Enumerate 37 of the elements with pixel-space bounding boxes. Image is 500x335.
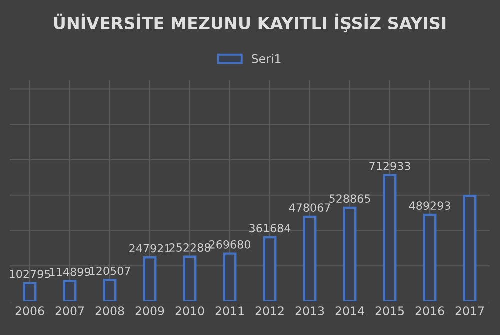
bar <box>463 194 477 302</box>
data-label: 712933 <box>370 162 410 170</box>
data-label: 247921 <box>130 244 170 253</box>
data-label: 114899 <box>50 268 90 276</box>
data-label: 478067 <box>289 204 330 212</box>
x-tick-label: 2011 <box>216 306 244 316</box>
data-label: 269680 <box>210 240 250 249</box>
data-label: 361684 <box>250 224 291 233</box>
data-label: 489293 <box>409 202 450 210</box>
chart-title: ÜNİVERSİTE MEZUNU KAYITLI İŞSİZ SAYISI <box>54 14 446 33</box>
bar <box>183 256 197 302</box>
x-tick-label: 2012 <box>256 306 284 316</box>
bar <box>63 280 77 302</box>
x-tick-label: 2006 <box>16 306 44 316</box>
bar <box>383 174 397 302</box>
x-tick-label: 2008 <box>96 306 124 316</box>
x-tick-label: 2016 <box>416 306 444 316</box>
legend-label: Seri1 <box>252 54 281 64</box>
data-label: 252288 <box>170 244 210 252</box>
x-tick-label: 2015 <box>376 306 404 316</box>
bar <box>103 279 117 302</box>
bar <box>263 236 277 302</box>
bar <box>143 256 157 302</box>
x-tick-label: 2007 <box>56 306 84 316</box>
bar <box>303 216 317 302</box>
x-tick-label: 2009 <box>136 306 164 316</box>
data-label: 528865 <box>330 194 370 204</box>
data-label: 102795 <box>10 270 50 278</box>
data-label: 120507 <box>90 266 130 276</box>
bar <box>23 282 37 302</box>
bar <box>223 252 237 302</box>
bar <box>343 206 357 302</box>
x-tick-label: 2017 <box>456 306 484 316</box>
x-tick-label: 2013 <box>296 306 324 316</box>
x-tick-label: 2014 <box>336 306 364 316</box>
x-tick-label: 2010 <box>176 306 204 316</box>
bar <box>423 214 437 302</box>
